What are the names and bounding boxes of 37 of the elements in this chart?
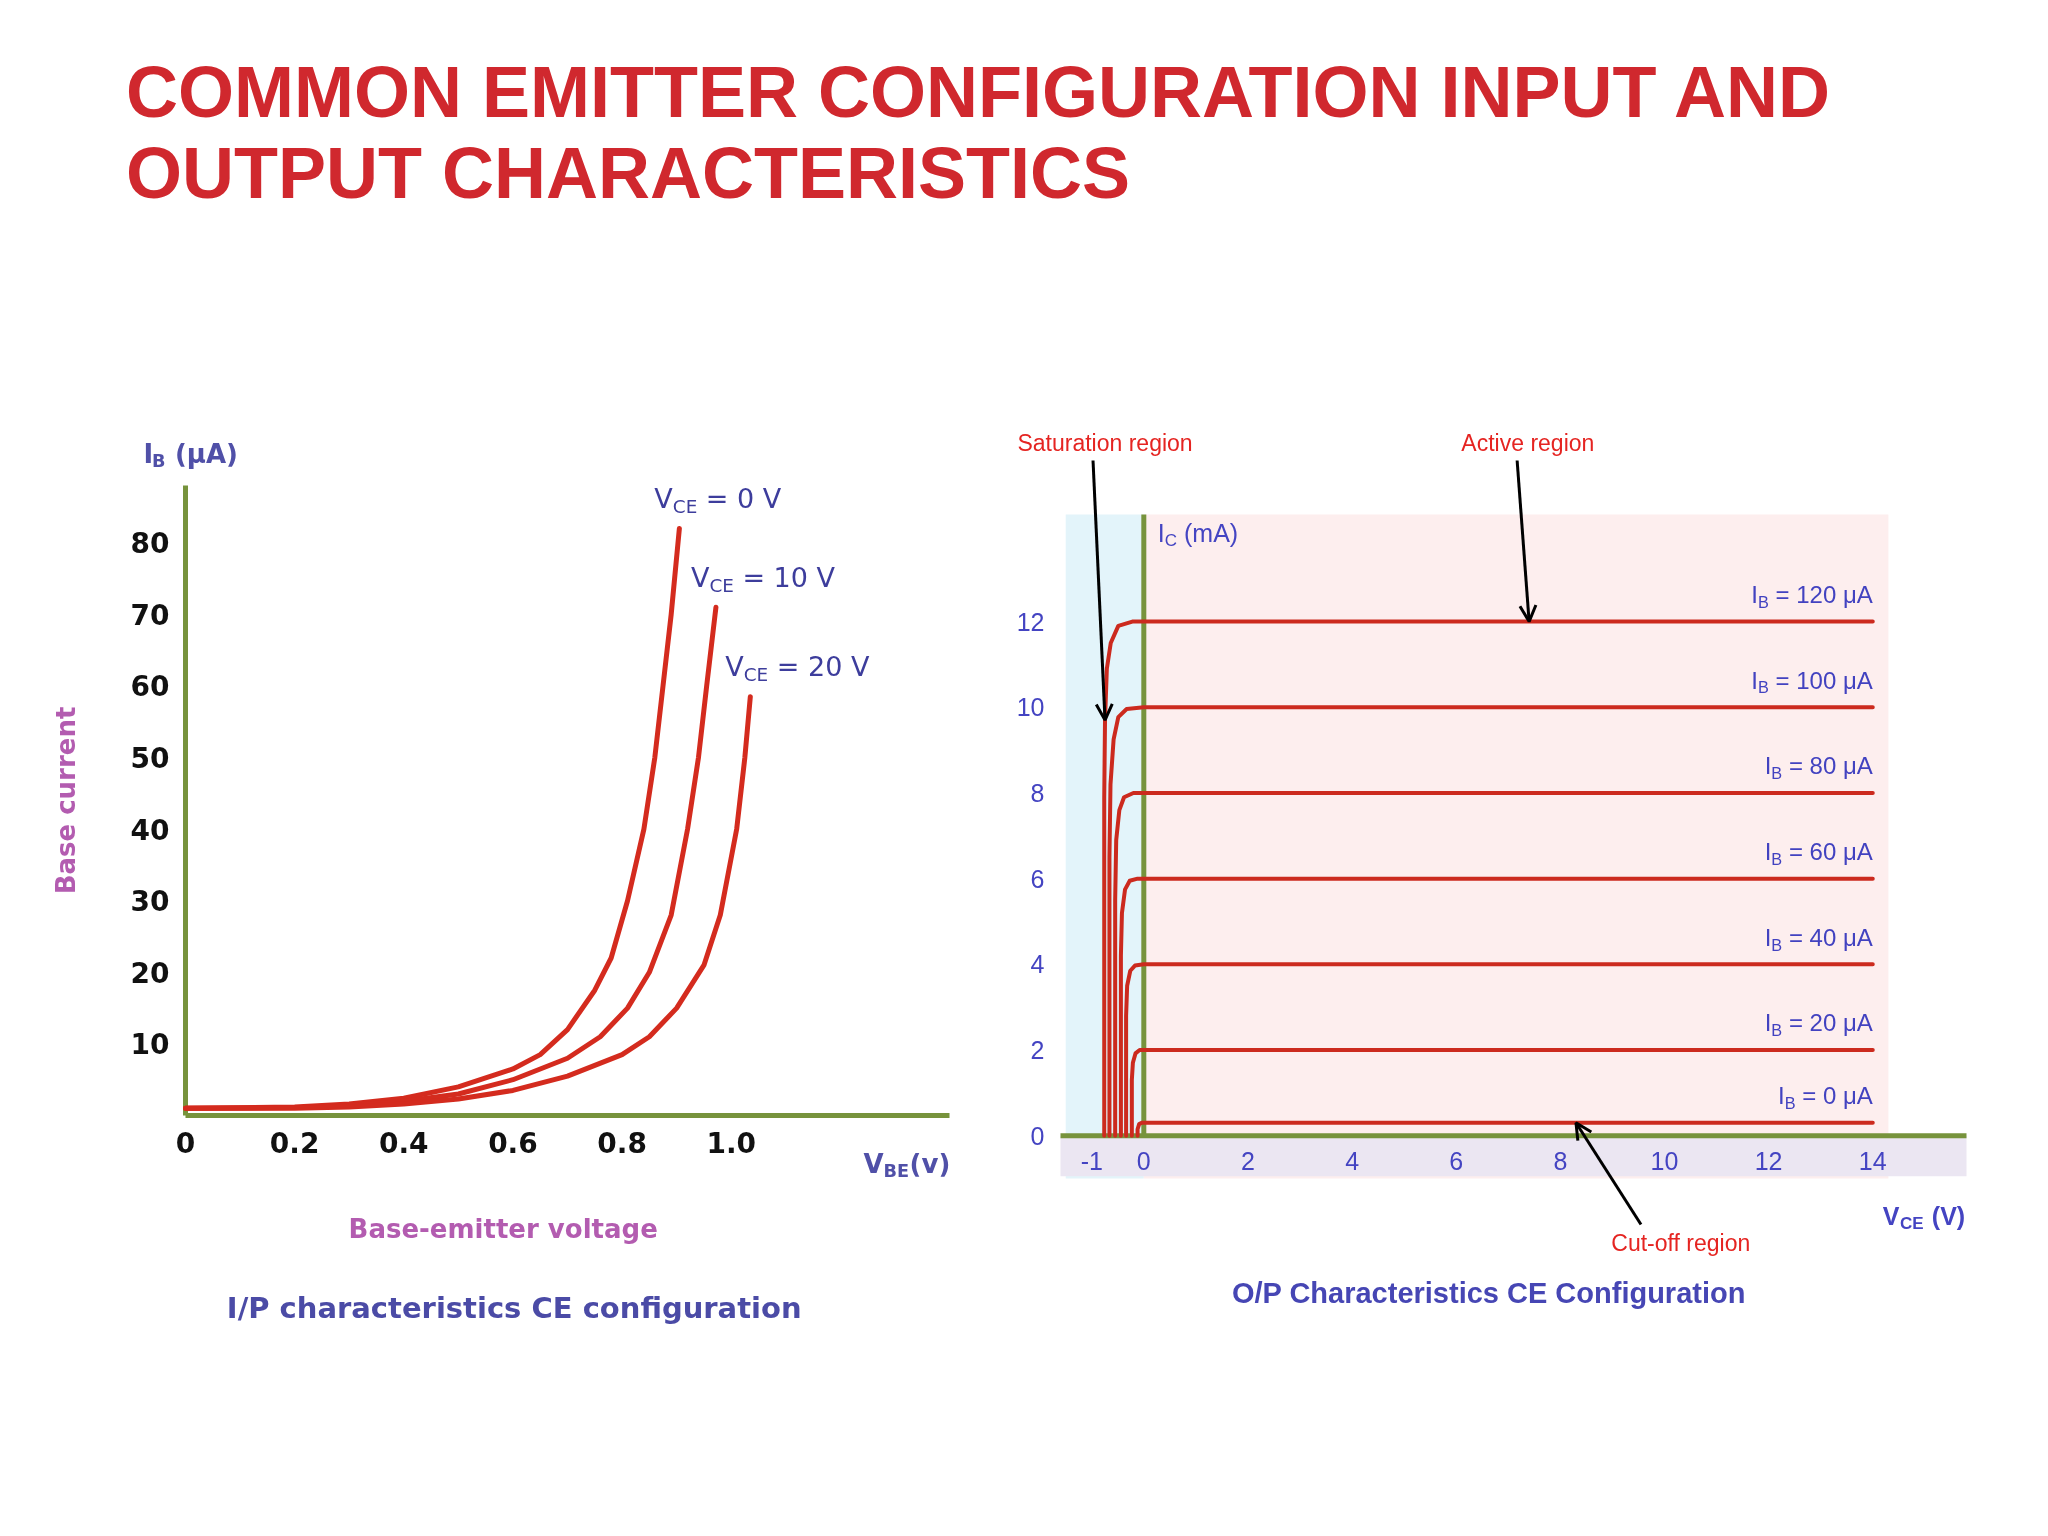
chart-title: COMMON EMITTER CONFIGURATION INPUT AND OUTPUT CHARACTERISTICS <box>126 52 1831 214</box>
y-tick-label: 6 <box>1030 864 1045 893</box>
y-tick-label: 4 <box>1030 950 1045 979</box>
y-tick-label: 30 <box>130 885 170 919</box>
x-tick-label: 0.8 <box>597 1126 647 1160</box>
text: Base-emitter voltage <box>348 1213 658 1244</box>
x-tick-label: -1 <box>1080 1146 1103 1175</box>
x-tick-label: 12 <box>1754 1146 1783 1175</box>
x-tick-label: 6 <box>1449 1146 1464 1175</box>
y-tick-label: 60 <box>130 670 170 704</box>
x-tick-label: 8 <box>1553 1146 1568 1175</box>
y-tick-label: 50 <box>130 742 170 776</box>
y-tick-label: 2 <box>1030 1035 1045 1064</box>
y-tick-label: 70 <box>130 598 170 632</box>
x-tick-label: 14 <box>1858 1146 1887 1175</box>
x-tick-label: 2 <box>1241 1146 1255 1175</box>
y-tick-label: 40 <box>130 813 170 847</box>
x-tick-label: 0 <box>175 1126 196 1160</box>
x-tick-label: 0.4 <box>378 1126 429 1160</box>
annotation: Cut-off region <box>1611 1229 1751 1256</box>
x-tick-label: 4 <box>1345 1146 1360 1175</box>
text: O/P Characteristics CE Configuration <box>1231 1276 1746 1309</box>
y-tick-label: 20 <box>130 956 170 990</box>
annotation: Saturation region <box>1017 429 1193 456</box>
x-tick-label: 10 <box>1650 1146 1679 1175</box>
y-tick-label: 10 <box>1016 693 1045 722</box>
y-tick-label: 10 <box>130 1028 170 1062</box>
y-tick-label: 8 <box>1030 778 1045 807</box>
text: Base current <box>50 706 81 895</box>
y-tick-label: 12 <box>1016 607 1045 636</box>
y-tick-label: 80 <box>130 527 170 561</box>
annotation: Active region <box>1461 429 1595 456</box>
x-tick-label: 0 <box>1136 1146 1151 1175</box>
x-tick-label: 0.6 <box>488 1126 538 1160</box>
x-tick-label: 1.0 <box>706 1126 757 1160</box>
x-tick-label: 0.2 <box>269 1126 320 1160</box>
text: I/P characteristics CE configuration <box>226 1290 802 1325</box>
